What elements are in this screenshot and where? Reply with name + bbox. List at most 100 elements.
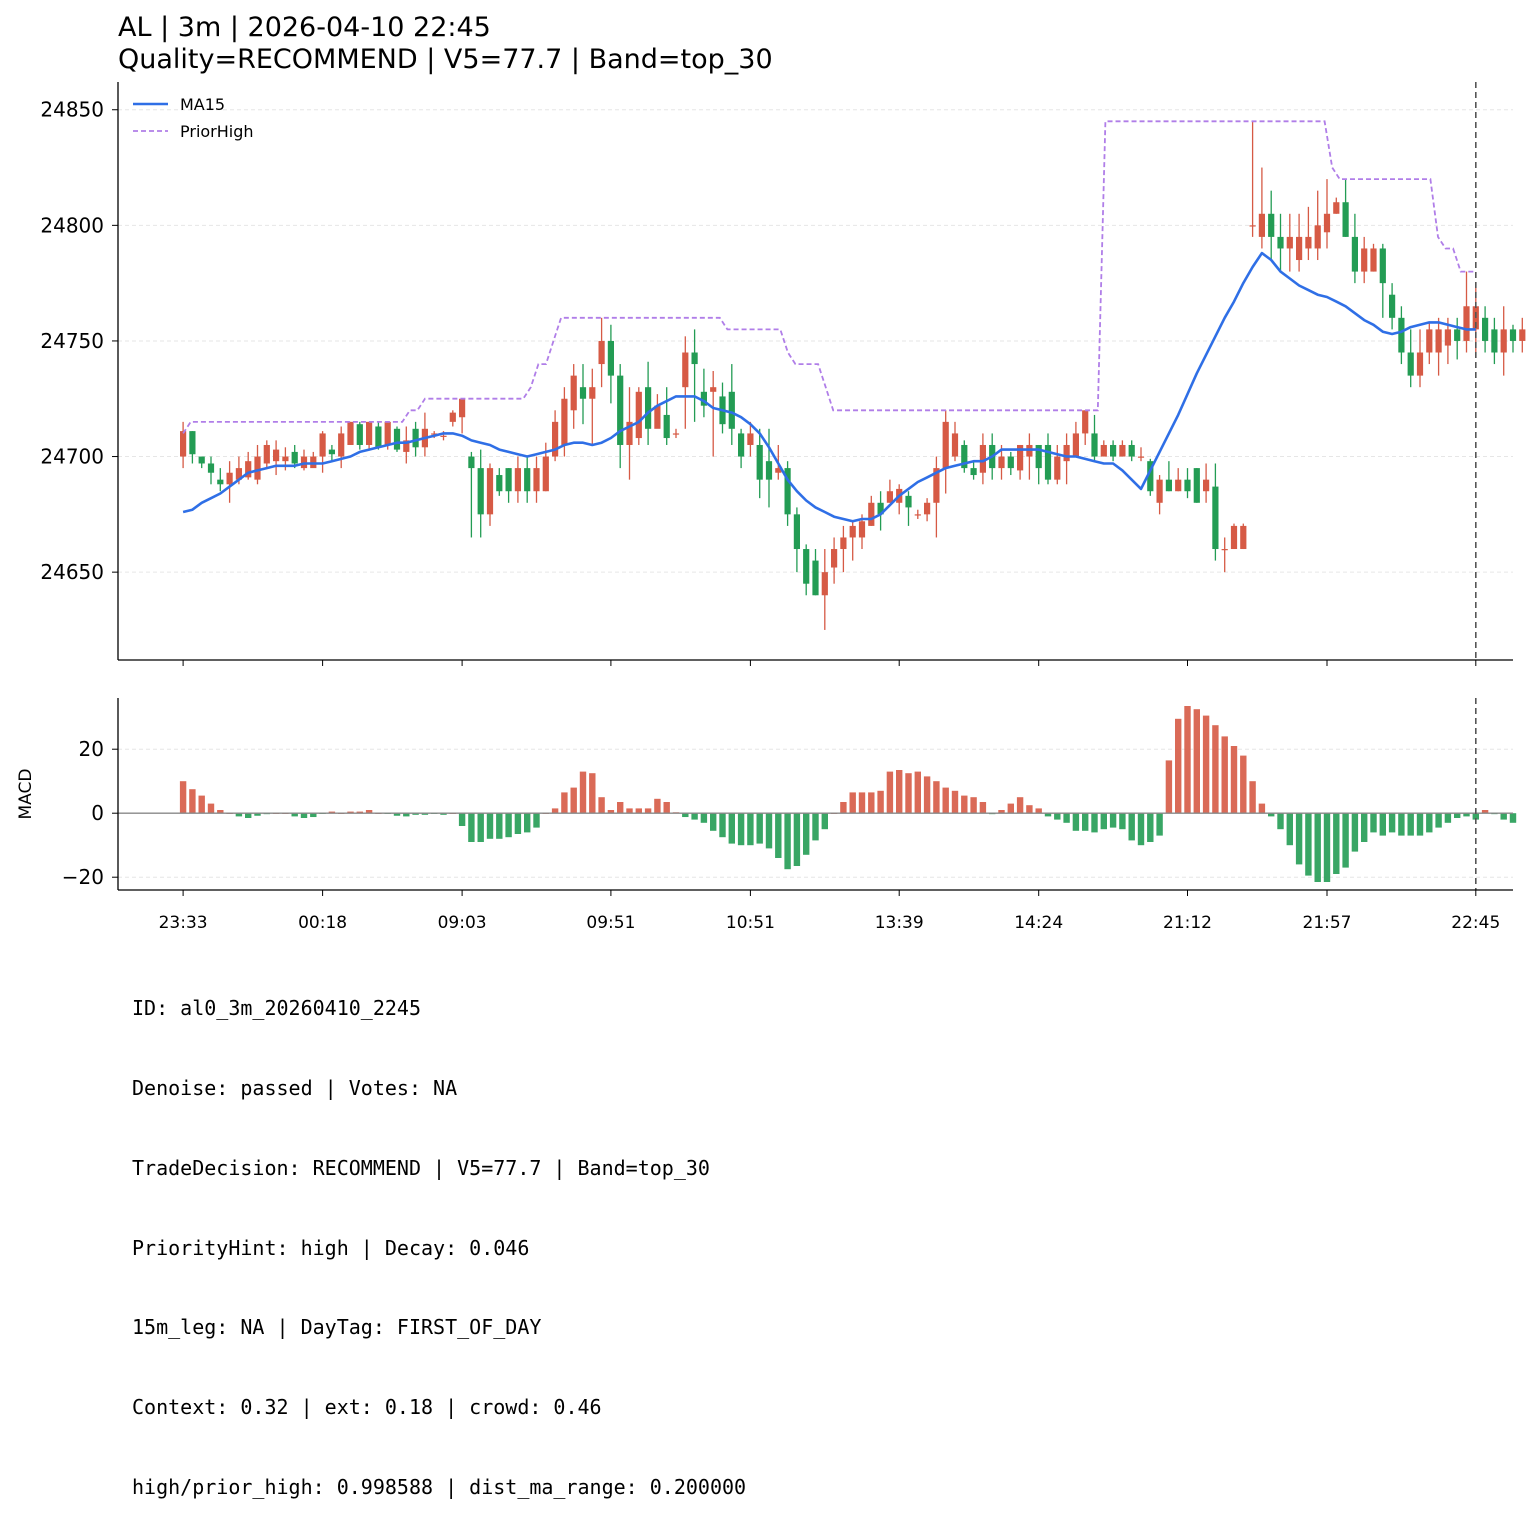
candle-body: [291, 451, 298, 464]
info-line-day-tag: 15m_leg: NA | DayTag: FIRST_OF_DAY: [132, 1315, 542, 1340]
candle-body: [393, 428, 401, 450]
candle-body: [552, 421, 559, 457]
macd-bar: [607, 810, 615, 814]
macd-bar: [254, 813, 261, 816]
macd-bar: [1249, 781, 1256, 814]
macd-bar: [1481, 810, 1489, 814]
macd-bar: [933, 781, 940, 814]
macd-bar: [905, 773, 912, 814]
macd-bar: [840, 802, 847, 814]
macd-bar: [1128, 813, 1135, 841]
macd-bar: [951, 790, 959, 814]
candle-body: [1221, 549, 1228, 551]
macd-bar: [1333, 813, 1340, 874]
xtick-label: 09:03: [438, 913, 487, 933]
macd-bar: [393, 813, 401, 816]
candle-body: [1100, 444, 1107, 457]
macd-bar: [1193, 709, 1200, 814]
candle-body: [933, 468, 940, 503]
macd-bar: [347, 811, 354, 814]
candle-body: [1175, 479, 1182, 492]
macd-bar: [477, 813, 484, 842]
macd-bar: [923, 776, 931, 814]
macd-bar: [598, 797, 605, 814]
macd-bar: [1044, 813, 1052, 817]
macd-ytick-label: −20: [62, 865, 104, 889]
candle-body: [1435, 329, 1442, 353]
candle-body: [1249, 225, 1256, 227]
macd-bar: [682, 813, 689, 818]
xtick-label: 22:45: [1451, 913, 1500, 933]
candle-body: [1007, 456, 1014, 469]
macd-bar: [1072, 813, 1080, 831]
candle-body: [449, 412, 456, 422]
candle-body: [1398, 317, 1405, 353]
candle-body: [1370, 248, 1377, 272]
macd-bar: [533, 813, 540, 828]
macd-bar: [1323, 813, 1331, 882]
candle-body: [1314, 225, 1321, 249]
candle-body: [1240, 525, 1247, 550]
candle-body: [803, 549, 810, 584]
candle-body: [1110, 444, 1117, 457]
xtick-label: 00:18: [298, 913, 347, 933]
macd-bar: [728, 813, 735, 844]
macd-bar: [1426, 813, 1433, 833]
info-line-denoise: Denoise: passed | Votes: NA: [132, 1075, 458, 1100]
candle-body: [1156, 479, 1163, 503]
candle-body: [1193, 468, 1200, 503]
candle-body: [645, 387, 652, 429]
candle-body: [691, 352, 698, 365]
macd-bar: [1007, 803, 1014, 814]
candle-body: [486, 468, 494, 515]
macd-bar: [328, 811, 336, 814]
macd-bar: [1258, 803, 1266, 814]
xtick-label: 09:51: [586, 913, 635, 933]
candle-body: [1361, 248, 1368, 272]
macd-bar: [886, 771, 894, 814]
candle-body: [189, 431, 196, 455]
candle-body: [235, 468, 242, 480]
macd-bar: [1202, 715, 1210, 814]
candle-body: [607, 340, 614, 376]
legend-label-prior-high: PriorHigh: [180, 122, 254, 141]
macd-bar: [1109, 813, 1117, 828]
macd-bar: [486, 813, 494, 839]
price-ytick-label: 24800: [40, 213, 104, 237]
candle-body: [756, 444, 763, 480]
macd-ylabel: MACD: [16, 769, 36, 820]
macd-bar: [1026, 805, 1033, 814]
macd-bar: [403, 813, 410, 817]
macd-bar: [1407, 813, 1414, 836]
macd-bar: [412, 813, 419, 815]
chart-canvas: 24650 24700 24750 24800 24850 MA15 PriorHigh −2…: [16, 82, 1526, 933]
macd-bar: [784, 813, 791, 870]
macd-bar: [468, 813, 475, 842]
candle-body: [180, 431, 187, 457]
macd-bar: [691, 813, 698, 820]
macd-bar: [765, 813, 773, 849]
macd-bar: [635, 808, 642, 814]
macd-bar: [1277, 813, 1284, 830]
candle-body: [579, 387, 587, 399]
candle-body: [254, 456, 261, 480]
macd-bar: [896, 770, 903, 814]
macd-bar: [570, 787, 577, 814]
macd-bar: [1388, 813, 1396, 833]
macd-bar: [737, 813, 745, 846]
macd-ytick-label: 0: [91, 801, 104, 825]
macd-bar: [719, 813, 726, 838]
candle-body: [1407, 352, 1414, 376]
macd-bar: [626, 808, 633, 814]
info-line-context: Context: 0.32 | ext: 0.18 | crowd: 0.46: [132, 1395, 602, 1420]
candle-body: [1203, 479, 1210, 492]
macd-bar: [1444, 813, 1452, 823]
macd-bar: [1137, 813, 1145, 846]
candle-body: [1509, 329, 1517, 341]
macd-bar: [189, 789, 196, 814]
candle-body: [1212, 486, 1219, 550]
candle-body: [1119, 444, 1126, 457]
macd-bar: [821, 813, 828, 830]
candle-body: [505, 468, 512, 492]
macd-bar: [1286, 813, 1293, 846]
